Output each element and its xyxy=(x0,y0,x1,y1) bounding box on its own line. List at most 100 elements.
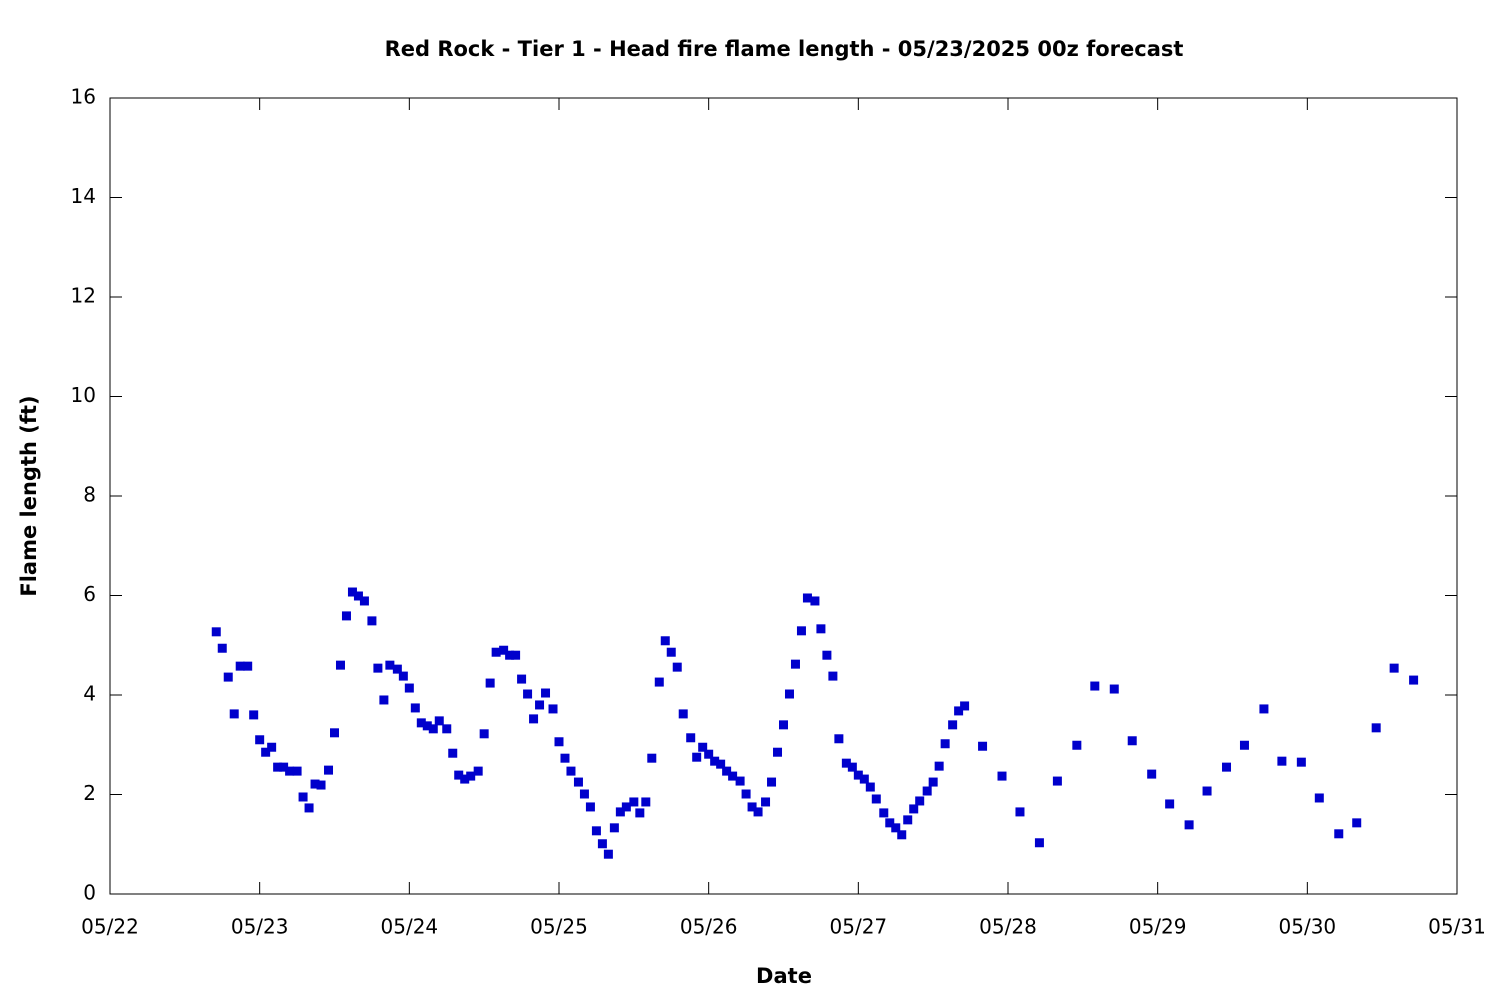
point xyxy=(1034,838,1044,848)
point xyxy=(621,802,631,812)
point xyxy=(698,742,708,752)
point xyxy=(422,721,432,731)
y-tick-label: 12 xyxy=(71,284,96,308)
point xyxy=(1314,793,1324,803)
point xyxy=(211,627,221,637)
point xyxy=(816,624,826,634)
point xyxy=(1409,675,1419,685)
point xyxy=(1015,807,1025,817)
y-axis-title: Flame length (ft) xyxy=(17,395,41,596)
chart-title: Red Rock - Tier 1 - Head fire flame leng… xyxy=(385,37,1184,61)
point xyxy=(773,747,783,757)
point xyxy=(448,748,458,758)
point xyxy=(1259,704,1269,714)
point xyxy=(566,766,576,776)
x-axis-title: Date xyxy=(756,964,812,988)
x-tick-label: 05/27 xyxy=(830,915,888,939)
point xyxy=(997,771,1007,781)
point xyxy=(672,662,682,672)
point xyxy=(810,596,820,606)
point xyxy=(434,716,444,726)
point xyxy=(379,695,389,705)
point xyxy=(879,808,889,818)
x-tick-label: 05/30 xyxy=(1279,915,1337,939)
point xyxy=(1165,799,1175,809)
point xyxy=(978,741,988,751)
point xyxy=(1222,762,1232,772)
point xyxy=(541,688,551,698)
point xyxy=(735,776,745,786)
point xyxy=(229,709,239,719)
y-tick-label: 14 xyxy=(71,184,96,208)
point xyxy=(347,587,357,597)
point xyxy=(603,849,613,859)
point xyxy=(316,780,326,790)
point xyxy=(410,703,420,713)
point xyxy=(359,596,369,606)
point xyxy=(585,802,595,812)
x-tick-label: 05/23 xyxy=(231,915,289,939)
point xyxy=(940,739,950,749)
point xyxy=(641,797,651,807)
point xyxy=(373,663,383,673)
point xyxy=(491,647,501,657)
point xyxy=(473,766,483,776)
point xyxy=(1072,740,1082,750)
point xyxy=(960,701,970,711)
y-tick-label: 4 xyxy=(83,682,96,706)
point xyxy=(479,729,489,739)
point xyxy=(217,643,227,653)
point xyxy=(692,752,702,762)
point xyxy=(954,706,964,716)
point xyxy=(554,737,564,747)
point xyxy=(517,674,527,684)
y-tick-label: 6 xyxy=(83,582,96,606)
point xyxy=(716,759,726,769)
point xyxy=(255,735,265,745)
x-tick-label: 05/29 xyxy=(1129,915,1187,939)
x-tick-label: 05/24 xyxy=(381,915,439,939)
point xyxy=(790,659,800,669)
point xyxy=(747,802,757,812)
point xyxy=(442,724,452,734)
point xyxy=(834,734,844,744)
point xyxy=(1239,740,1249,750)
point xyxy=(865,782,875,792)
point xyxy=(285,766,295,776)
point xyxy=(267,742,277,752)
point xyxy=(841,758,851,768)
point xyxy=(779,720,788,730)
point xyxy=(416,718,426,728)
point xyxy=(1389,663,1399,673)
point xyxy=(1277,756,1287,766)
point xyxy=(398,671,408,681)
point xyxy=(499,645,509,655)
y-tick-label: 10 xyxy=(71,383,96,407)
point xyxy=(922,786,932,796)
point xyxy=(335,660,345,670)
point xyxy=(761,797,771,807)
point xyxy=(454,770,464,780)
point xyxy=(1296,757,1306,767)
point xyxy=(460,774,470,784)
point xyxy=(934,761,944,771)
point xyxy=(298,792,308,802)
point xyxy=(853,770,863,780)
point xyxy=(261,747,271,757)
point xyxy=(678,709,688,719)
point xyxy=(505,650,515,660)
point xyxy=(928,777,938,787)
point xyxy=(686,733,696,743)
plot-frame xyxy=(109,97,1458,895)
y-tick-label: 0 xyxy=(83,881,96,905)
point xyxy=(341,611,351,621)
point xyxy=(223,672,233,682)
point xyxy=(1052,776,1062,786)
point xyxy=(404,683,414,693)
point xyxy=(903,815,913,825)
point xyxy=(273,762,283,772)
point xyxy=(796,626,806,636)
point xyxy=(1090,681,1100,691)
point xyxy=(802,593,812,603)
